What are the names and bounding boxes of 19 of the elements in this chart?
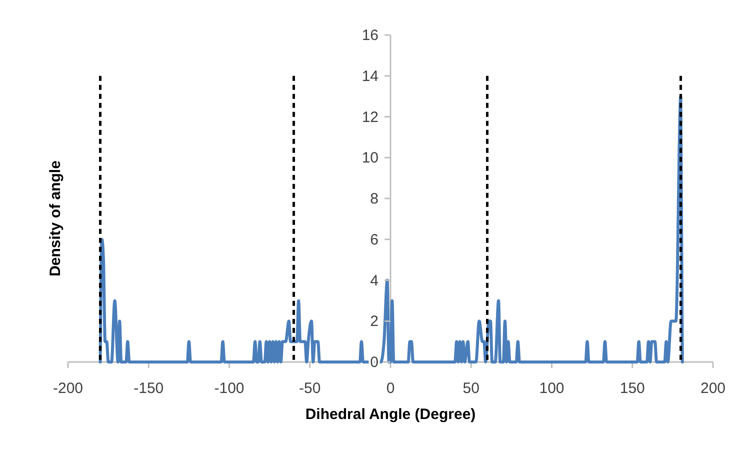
y-tick-label: 6 [370,231,378,248]
y-tick-label: 4 [370,272,378,290]
x-tick-label: -50 [299,380,321,397]
y-tick-label: 2 [370,313,378,330]
x-tick-label: -150 [134,380,164,397]
y-tick-label: 16 [362,27,378,44]
x-tick-label: 50 [462,380,480,397]
x-axis-title: Dihedral Angle (Degree) [305,406,476,423]
y-tick-label: 10 [362,150,378,167]
y-tick-label: 14 [362,68,378,85]
x-tick-label: 150 [620,380,645,397]
x-tick-label: 100 [539,380,564,397]
y-tick-label: 12 [362,108,378,126]
y-axis-title: Density of angle [47,160,64,276]
x-tick-label: -200 [52,380,84,397]
x-tick-label: -100 [214,380,244,397]
x-tick-label: 0 [386,380,395,397]
x-tick-label: 200 [700,380,726,397]
y-tick-label: 8 [370,190,378,208]
